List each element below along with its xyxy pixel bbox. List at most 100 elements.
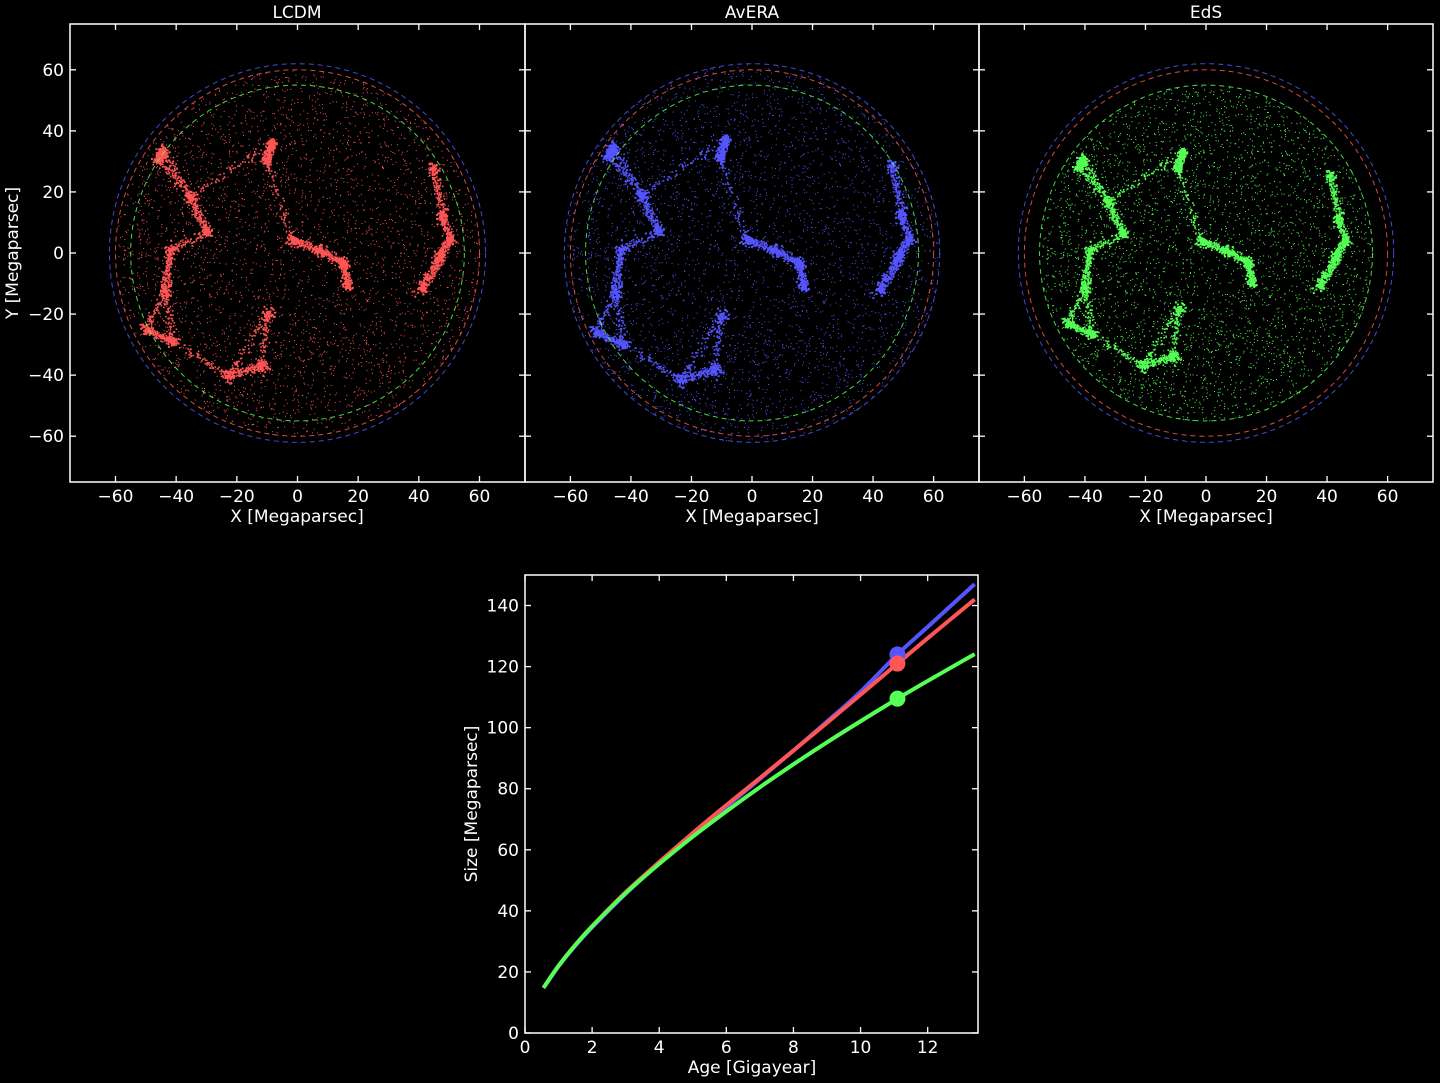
- particle: [369, 351, 371, 353]
- particle: [236, 235, 238, 237]
- particle: [222, 99, 224, 101]
- particle: [170, 317, 173, 320]
- particle: [177, 160, 179, 162]
- particle: [201, 125, 203, 127]
- particle: [160, 163, 163, 165]
- particle: [167, 256, 169, 259]
- particle: [121, 236, 123, 238]
- particle: [145, 193, 147, 195]
- particle: [186, 192, 189, 195]
- particle: [213, 367, 215, 369]
- particle: [179, 177, 182, 180]
- particle: [206, 112, 208, 114]
- particle: [333, 251, 336, 254]
- particle: [415, 255, 417, 257]
- particle: [229, 210, 231, 212]
- particle: [163, 339, 165, 341]
- particle: [312, 326, 314, 328]
- particle: [288, 179, 290, 181]
- particle: [280, 353, 282, 355]
- particle: [409, 243, 411, 245]
- particle: [271, 263, 273, 265]
- particle: [361, 151, 363, 153]
- particle: [371, 130, 373, 132]
- particle: [361, 108, 363, 110]
- particle: [203, 259, 205, 260]
- particle: [342, 277, 344, 279]
- particle: [240, 95, 242, 97]
- particle: [233, 125, 235, 126]
- particle: [356, 185, 358, 187]
- particle: [251, 191, 253, 193]
- particle: [282, 106, 284, 108]
- particle: [172, 314, 174, 317]
- particle: [315, 78, 317, 80]
- particle: [195, 216, 197, 219]
- particle: [306, 248, 308, 250]
- particle: [231, 392, 233, 394]
- particle: [192, 108, 194, 110]
- particle: [387, 160, 389, 162]
- particle: [297, 432, 299, 434]
- particle: [235, 396, 237, 398]
- particle: [418, 299, 420, 301]
- particle: [415, 223, 417, 225]
- particle: [157, 166, 158, 168]
- particle: [189, 186, 191, 188]
- particle: [270, 274, 272, 275]
- particle: [339, 257, 341, 260]
- particle: [350, 342, 352, 344]
- particle: [473, 289, 475, 291]
- particle: [330, 342, 332, 344]
- particle: [426, 302, 428, 303]
- particle: [430, 276, 432, 278]
- particle: [217, 293, 218, 295]
- particle: [242, 375, 244, 376]
- particle: [345, 350, 347, 352]
- particle: [456, 218, 458, 220]
- particle: [189, 208, 191, 209]
- particle: [179, 380, 181, 382]
- particle: [373, 343, 375, 345]
- particle: [253, 400, 255, 402]
- particle: [193, 279, 195, 281]
- particle: [229, 398, 231, 400]
- particle: [248, 284, 250, 285]
- particle: [156, 154, 158, 157]
- particle: [337, 260, 339, 263]
- particle: [442, 253, 445, 256]
- particle: [377, 175, 379, 177]
- particle: [272, 434, 274, 435]
- particle: [147, 200, 149, 202]
- particle: [281, 185, 282, 187]
- particle: [324, 350, 326, 352]
- particle: [197, 329, 199, 330]
- particle: [411, 236, 413, 238]
- particle: [382, 154, 384, 156]
- particle: [234, 183, 236, 185]
- particle: [192, 158, 194, 160]
- particle: [180, 186, 183, 188]
- particle: [281, 146, 283, 148]
- particle: [382, 167, 384, 168]
- particle: [174, 235, 176, 237]
- particle: [271, 148, 273, 151]
- particle: [342, 266, 345, 269]
- particle: [348, 225, 350, 227]
- particle: [201, 100, 203, 102]
- particle: [246, 413, 248, 415]
- particle: [445, 358, 447, 360]
- particle: [279, 169, 280, 171]
- particle: [123, 249, 125, 251]
- particle: [284, 288, 286, 290]
- particle: [193, 214, 195, 215]
- particle: [200, 374, 201, 376]
- particle: [383, 259, 385, 261]
- particle: [219, 103, 221, 105]
- particle: [345, 271, 347, 274]
- particle: [124, 249, 126, 251]
- particle: [285, 415, 287, 417]
- particle: [167, 168, 169, 171]
- particle: [251, 79, 252, 81]
- particle: [433, 226, 435, 228]
